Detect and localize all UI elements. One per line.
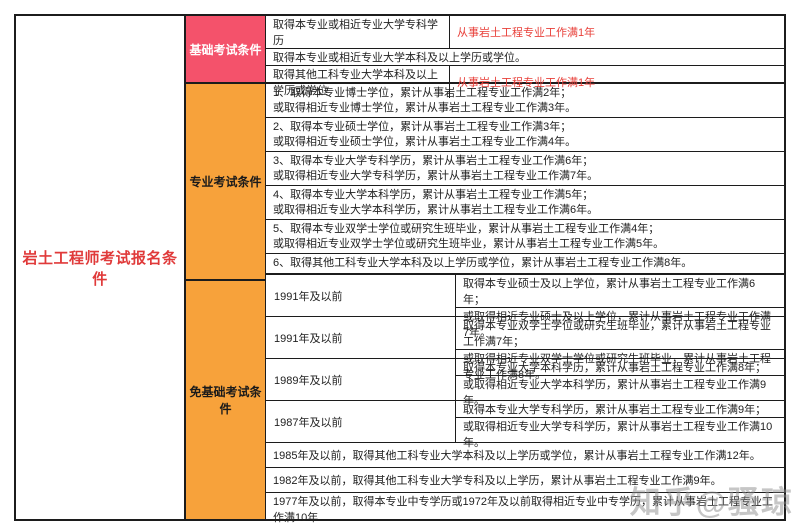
table-row: 取得本专业或相近专业大学专科学历 从事岩土工程专业工作满1年 xyxy=(266,16,784,49)
condition-line: 或取得相近专业双学士学位或研究生班毕业，累计从事岩土工程专业工作满5年。 xyxy=(273,237,665,250)
section-label-exempt: 免基础考试条件 xyxy=(186,281,265,519)
category-column: 基础考试条件 专业考试条件 免基础考试条件 xyxy=(186,16,266,519)
year-cell: 1991年及以前 xyxy=(266,317,456,358)
table-row: 1982年及以前，取得其他工科专业大学专科及以上学历，累计从事岩土工程专业工作满… xyxy=(266,468,784,493)
table-row: 6、取得其他工科专业大学本科及以上学历或学位，累计从事岩土工程专业工作满8年。 xyxy=(266,254,784,273)
section-label-professional: 专业考试条件 xyxy=(186,84,265,281)
condition-cell: 取得本专业大学专科学历，累计从事岩土工程专业工作满9年； xyxy=(456,401,784,418)
condition-cell: 取得本专业双学士学位或研究生班毕业，累计从事岩土工程专业工作满7年； xyxy=(456,317,784,350)
content-column: 取得本专业或相近专业大学专科学历 从事岩土工程专业工作满1年 取得本专业或相近专… xyxy=(266,16,784,524)
table-row: 1991年及以前 取得本专业硕士及以上学位，累计从事岩土工程专业工作满6年； 或… xyxy=(266,275,784,339)
page-title: 岩土工程师考试报名条件 xyxy=(22,249,178,288)
table-row: 5、取得本专业双学士学位或研究生班毕业，累计从事岩土工程专业工作满4年； 或取得… xyxy=(266,220,784,254)
condition-cell: 取得本专业或相近专业大学专科学历 xyxy=(266,16,450,48)
year-cell: 1987年及以前 xyxy=(266,401,456,442)
year-cell: 1989年及以前 xyxy=(266,359,456,400)
condition-line: 或取得相近专业博士学位，累计从事岩土工程专业工作满3年。 xyxy=(273,101,577,114)
condition-cell: 取得其他工科专业大学本科及以上学历或学位 xyxy=(266,66,450,98)
condition-cell: 取得本专业大学本科学历，累计从事岩土工程专业工作满8年； xyxy=(456,359,784,376)
condition-stack: 取得本专业大学专科学历，累计从事岩土工程专业工作满9年； 或取得相近专业大学专科… xyxy=(456,401,784,449)
table-row: 1、取得本专业博士学位，累计从事岩土工程专业工作满2年； 或取得相近专业博士学位… xyxy=(266,84,784,118)
condition-line: 或取得相近专业大学本科学历，累计从事岩土工程专业工作满6年。 xyxy=(273,203,599,216)
condition-cell: 或取得相近专业大学本科学历，累计从事岩土工程专业工作满9年。 xyxy=(463,379,767,407)
table-row: 4、取得本专业大学本科学历，累计从事岩土工程专业工作满5年； 或取得相近专业大学… xyxy=(266,186,784,220)
title-column: 岩土工程师考试报名条件 xyxy=(16,16,186,519)
table-row: 取得本专业或相近专业大学本科及以上学历或学位。 xyxy=(266,49,784,66)
table-row: 2、取得本专业硕士学位，累计从事岩土工程专业工作满3年； 或取得相近专业硕士学位… xyxy=(266,118,784,152)
condition-cell: 或取得相近专业大学专科学历，累计从事岩土工程专业工作满10年。 xyxy=(463,421,773,449)
condition-cell: 取得本专业或相近专业大学本科及以上学历或学位。 xyxy=(273,52,526,64)
condition-cell: 取得本专业硕士及以上学位，累计从事岩土工程专业工作满6年； xyxy=(456,275,784,308)
table-row: 1987年及以前 取得本专业大学专科学历，累计从事岩土工程专业工作满9年； 或取… xyxy=(266,401,784,449)
section-exempt: 1991年及以前 取得本专业硕士及以上学位，累计从事岩土工程专业工作满6年； 或… xyxy=(266,275,784,525)
table-row: 1989年及以前 取得本专业大学本科学历，累计从事岩土工程专业工作满8年； 或取… xyxy=(266,359,784,407)
section-label-basic: 基础考试条件 xyxy=(186,16,265,84)
experience-cell: 从事岩土工程专业工作满1年 xyxy=(457,77,596,89)
eligibility-table: 岩土工程师考试报名条件 基础考试条件 专业考试条件 免基础考试条件 取得本专业或… xyxy=(14,14,786,524)
experience-cell: 从事岩土工程专业工作满1年 xyxy=(457,27,596,39)
year-cell: 1991年及以前 xyxy=(266,275,456,316)
table-row: 1985年及以前，取得其他工科专业大学本科及以上学历或学位，累计从事岩土工程专业… xyxy=(266,443,784,468)
condition-line: 或取得相近专业大学专科学历，累计从事岩土工程专业工作满7年。 xyxy=(273,169,599,182)
condition-stack: 取得本专业大学本科学历，累计从事岩土工程专业工作满8年； 或取得相近专业大学本科… xyxy=(456,359,784,407)
condition-line: 5、取得本专业双学士学位或研究生班毕业，累计从事岩土工程专业工作满4年； xyxy=(273,222,660,235)
table-row: 1991年及以前 取得本专业双学士学位或研究生班毕业，累计从事岩土工程专业工作满… xyxy=(266,317,784,381)
condition-cell: 或取得相近专业硕士及以上学位，累计从事岩土工程专业工作满7年。 xyxy=(463,311,771,339)
condition-line: 4、取得本专业大学本科学历，累计从事岩土工程专业工作满5年； xyxy=(273,188,594,201)
condition-line: 3、取得本专业大学专科学历，累计从事岩土工程专业工作满6年； xyxy=(273,154,594,167)
table-row: 1977年及以前，取得本专业中专学历或1972年及以前取得相近专业中专学历，累计… xyxy=(273,496,773,524)
condition-stack: 取得本专业硕士及以上学位，累计从事岩土工程专业工作满6年； 或取得相近专业硕士及… xyxy=(456,275,784,339)
condition-line: 或取得相近专业硕士学位，累计从事岩土工程专业工作满4年。 xyxy=(273,135,577,148)
condition-line: 2、取得本专业硕士学位，累计从事岩土工程专业工作满3年； xyxy=(273,120,572,133)
condition-line: 6、取得其他工科专业大学本科及以上学历或学位，累计从事岩土工程专业工作满8年。 xyxy=(273,257,693,269)
table-row: 取得其他工科专业大学本科及以上学历或学位 从事岩土工程专业工作满1年 xyxy=(266,66,784,98)
condition-line: 1、取得本专业博士学位，累计从事岩土工程专业工作满2年； xyxy=(273,86,572,99)
condition-stack: 取得本专业双学士学位或研究生班毕业，累计从事岩土工程专业工作满7年； 或取得相近… xyxy=(456,317,784,381)
section-basic: 取得本专业或相近专业大学专科学历 从事岩土工程专业工作满1年 取得本专业或相近专… xyxy=(266,16,784,98)
condition-cell: 或取得相近专业双学士学位或研究生班毕业，累计从事岩土工程专业工作满8年。 xyxy=(463,353,771,381)
section-professional: 1、取得本专业博士学位，累计从事岩土工程专业工作满2年； 或取得相近专业博士学位… xyxy=(266,84,784,275)
table-row: 3、取得本专业大学专科学历，累计从事岩土工程专业工作满6年； 或取得相近专业大学… xyxy=(266,152,784,186)
